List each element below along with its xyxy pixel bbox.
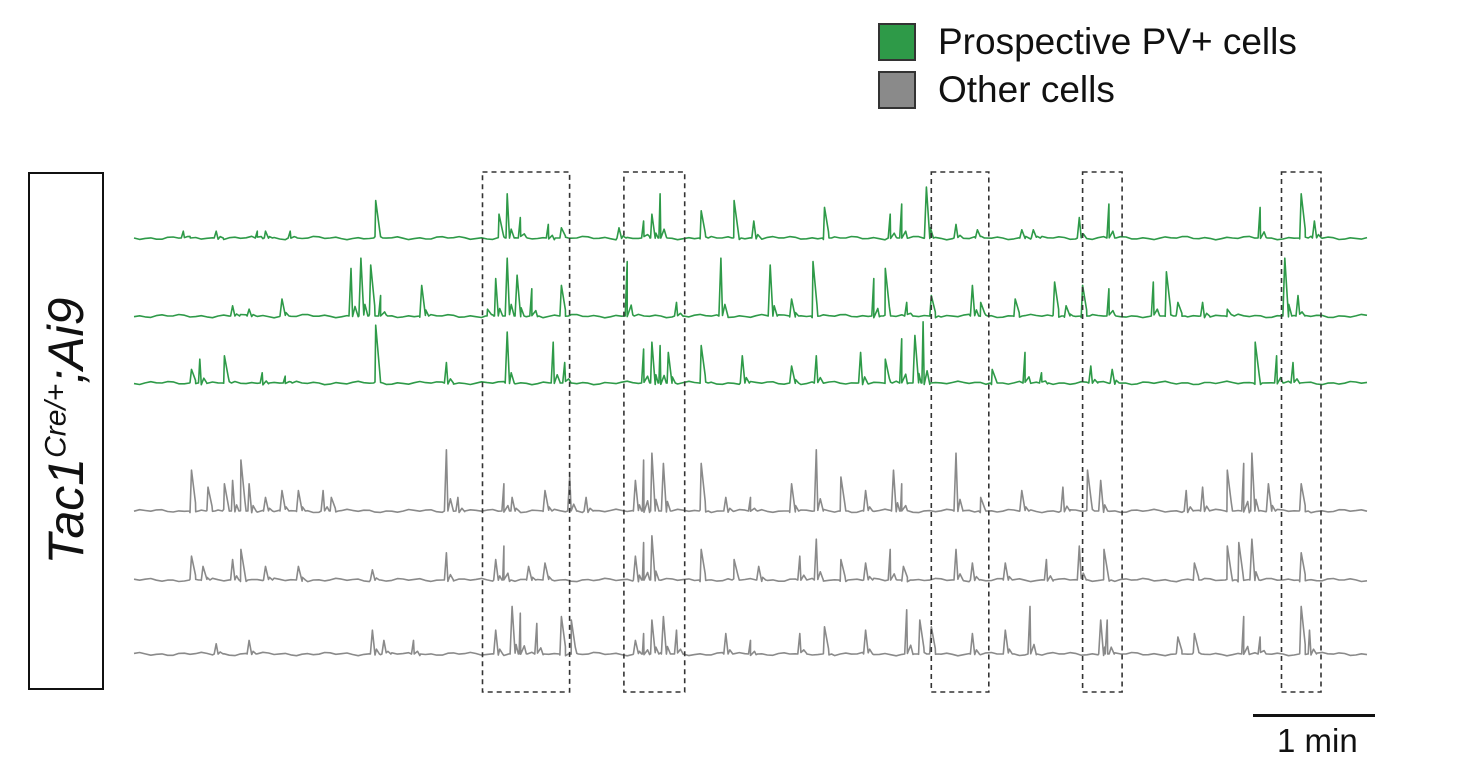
scale-bar-label: 1 min: [1277, 722, 1358, 759]
trace-line-3: [133, 320, 1368, 386]
legend-swatch: [878, 71, 916, 109]
trace-line-5: [133, 534, 1368, 583]
highlight-window-1: [481, 171, 571, 693]
highlight-window-2: [623, 171, 686, 693]
genotype-label-box: Tac1Cre/+;Ai9: [28, 172, 104, 690]
scale-bar: [1253, 714, 1375, 717]
trace-line-4: [133, 448, 1368, 514]
trace-line-6: [133, 605, 1368, 657]
legend-label: Other cells: [938, 69, 1115, 110]
legend-label: Prospective PV+ cells: [938, 21, 1297, 62]
legend-swatch: [878, 23, 916, 61]
legend: Prospective PV+ cells Other cells: [878, 18, 1297, 114]
highlight-window-3: [930, 171, 990, 693]
highlight-window-4: [1081, 171, 1123, 693]
legend-item: Other cells: [878, 66, 1297, 114]
trace-line-2: [133, 257, 1368, 319]
legend-item: Prospective PV+ cells: [878, 18, 1297, 66]
highlight-window-5: [1280, 171, 1322, 693]
trace-line-1: [133, 186, 1368, 241]
